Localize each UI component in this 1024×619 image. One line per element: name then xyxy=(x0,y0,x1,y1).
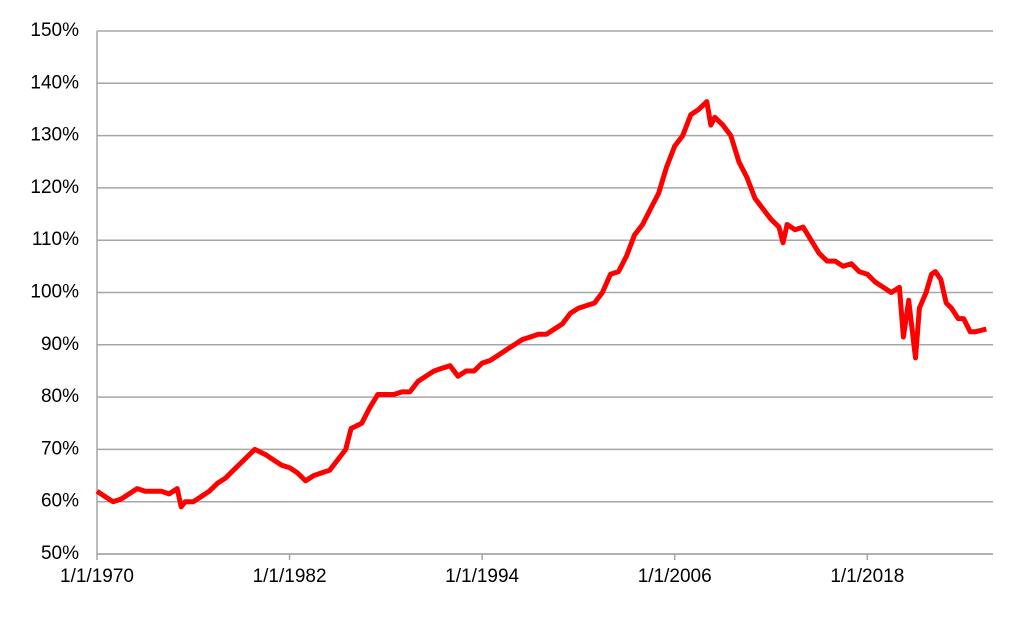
y-tick-label: 50% xyxy=(41,543,79,564)
y-tick-label: 80% xyxy=(41,386,79,407)
x-tick-label: 1/1/1970 xyxy=(60,566,134,587)
y-tick-label: 120% xyxy=(30,177,79,198)
x-tick-label: 1/1/1982 xyxy=(253,566,327,587)
x-tick-label: 1/1/2018 xyxy=(830,566,904,587)
y-tick-label: 130% xyxy=(30,125,79,146)
x-tick-label: 1/1/2006 xyxy=(638,566,712,587)
y-tick-label: 110% xyxy=(32,229,79,250)
x-tick-label: 1/1/1994 xyxy=(445,566,519,587)
y-tick-label: 70% xyxy=(41,438,79,459)
y-tick-label: 150% xyxy=(30,20,79,41)
y-tick-label: 140% xyxy=(30,72,79,93)
y-tick-label: 60% xyxy=(41,491,79,512)
y-tick-label: 90% xyxy=(41,334,79,355)
data-line xyxy=(95,99,987,510)
y-tick-label: 100% xyxy=(30,282,79,303)
